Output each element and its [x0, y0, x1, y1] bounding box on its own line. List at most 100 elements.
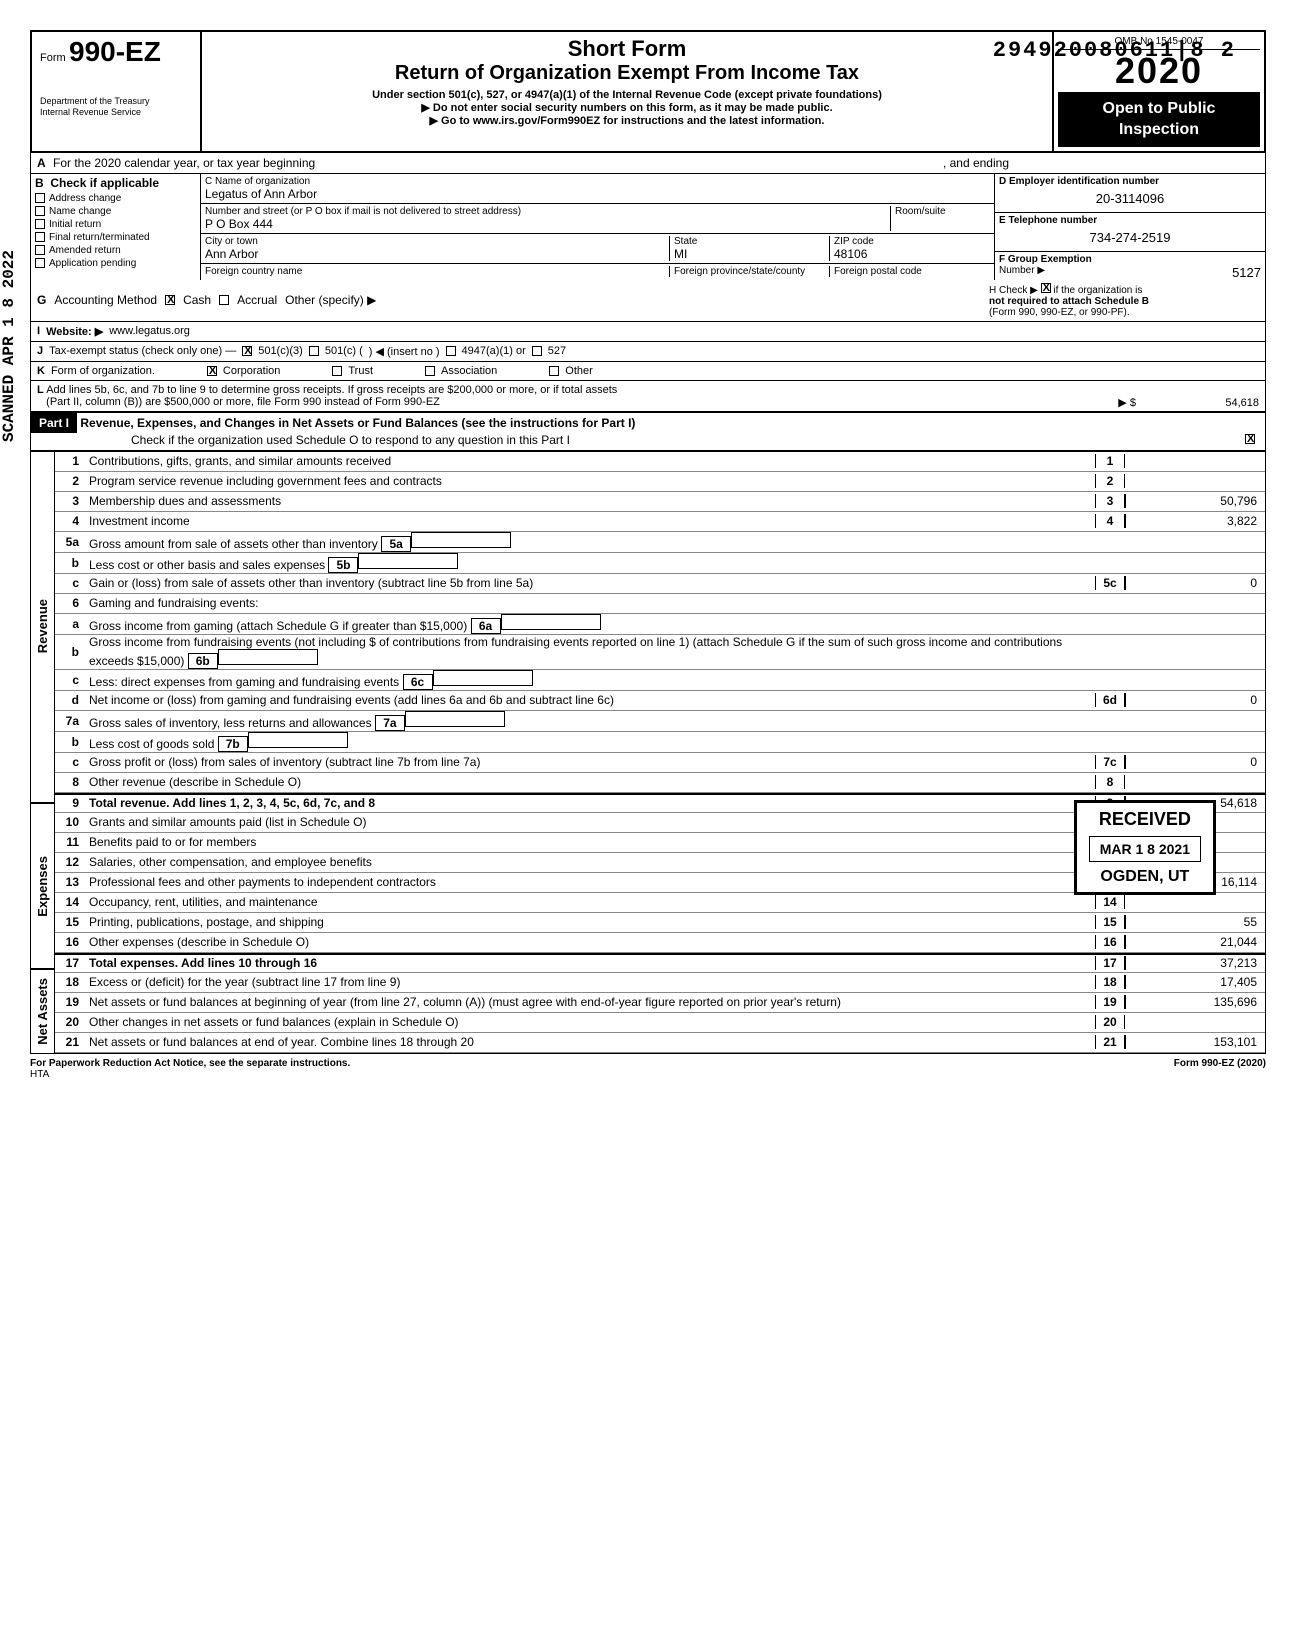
gross-receipts-value: 54,618	[1139, 397, 1259, 409]
lbl-4947: 4947(a)(1) or	[462, 345, 526, 357]
line-number: 19	[55, 995, 85, 1009]
line-number: 18	[55, 975, 85, 989]
line-value: 0	[1125, 576, 1265, 590]
line-row: 3Membership dues and assessments350,796	[55, 492, 1265, 512]
chk-accrual[interactable]	[219, 295, 229, 305]
chk-amended-return[interactable]	[35, 245, 45, 255]
foreign-postal-label: Foreign postal code	[834, 266, 922, 277]
chk-527[interactable]	[532, 346, 542, 356]
h-text4: (Form 990, 990-EZ, or 990-PF).	[989, 307, 1130, 318]
line-cell-no: 20	[1095, 1015, 1125, 1029]
chk-other-org[interactable]	[549, 366, 559, 376]
line-number: 14	[55, 895, 85, 909]
room-label: Room/suite	[895, 206, 946, 217]
chk-4947[interactable]	[446, 346, 456, 356]
line-row: 17Total expenses. Add lines 10 through 1…	[55, 953, 1265, 973]
group-exempt-value: 5127	[1232, 265, 1261, 280]
line-description: Gain or (loss) from sale of assets other…	[85, 576, 1095, 590]
chk-cash[interactable]	[165, 295, 175, 305]
sub-line-no: 7b	[218, 736, 248, 752]
sub-line-value	[411, 532, 511, 548]
line-number: 15	[55, 915, 85, 929]
line-description: Benefits paid to or for members	[85, 835, 1095, 849]
lbl-cash: Cash	[183, 293, 211, 307]
lbl-501c3: 501(c)(3)	[258, 345, 303, 357]
line-row: 14Occupancy, rent, utilities, and mainte…	[55, 893, 1265, 913]
received-text: RECEIVED	[1089, 809, 1201, 830]
line-number: c	[55, 576, 85, 590]
website-label: Website: ▶	[46, 325, 103, 338]
line-value: 37,213	[1125, 956, 1265, 970]
line-description: Less cost of goods sold 7b	[85, 732, 1095, 752]
phone-label: E Telephone number	[999, 215, 1097, 226]
tax-exempt-label: Tax-exempt status (check only one) —	[49, 345, 236, 357]
chk-initial-return[interactable]	[35, 219, 45, 229]
h-text3: not required to attach Schedule B	[989, 296, 1149, 307]
row-a-text2: , and ending	[943, 156, 1009, 170]
line-number: 5a	[55, 535, 85, 549]
chk-schedule-o[interactable]	[1245, 434, 1255, 444]
sub-line-no: 6a	[471, 618, 501, 634]
line-description: Gross income from fundraising events (no…	[85, 635, 1095, 669]
line-number: c	[55, 755, 85, 769]
line-description: Other expenses (describe in Schedule O)	[85, 935, 1095, 949]
line-number: 6	[55, 596, 85, 610]
line-number: 10	[55, 815, 85, 829]
line-row: bLess cost of goods sold 7b	[55, 732, 1265, 753]
received-location: OGDEN, UT	[1089, 868, 1201, 886]
chk-association[interactable]	[425, 366, 435, 376]
row-l-arrow: ▶ $	[1118, 397, 1136, 409]
chk-name-change[interactable]	[35, 206, 45, 216]
line-number: 20	[55, 1015, 85, 1029]
h-text2: if the organization is	[1053, 285, 1142, 296]
lbl-address-change: Address change	[49, 193, 121, 204]
chk-application-pending[interactable]	[35, 258, 45, 268]
barcode-number: 294920080611|8 2	[993, 38, 1236, 63]
line-cell-no: 18	[1095, 975, 1125, 989]
short-form-title: Short Form	[210, 36, 1044, 62]
line-cell-no: 15	[1095, 915, 1125, 929]
sub-line-no: 6c	[403, 674, 433, 690]
line-cell-no: 21	[1095, 1035, 1125, 1049]
chk-501c[interactable]	[309, 346, 319, 356]
line-value: 21,044	[1125, 935, 1265, 949]
form-number: 990-EZ	[69, 36, 161, 67]
line-row: 15Printing, publications, postage, and s…	[55, 913, 1265, 933]
line-number: a	[55, 617, 85, 631]
ein-label: D Employer identification number	[999, 176, 1159, 187]
instr-ssn: Do not enter social security numbers on …	[433, 102, 833, 114]
line-description: Investment income	[85, 514, 1095, 528]
sub-line-value	[358, 553, 458, 569]
line-description: Net assets or fund balances at beginning…	[85, 995, 1095, 1009]
line-row: 4Investment income43,822	[55, 512, 1265, 532]
line-description: Less cost or other basis and sales expen…	[85, 553, 1095, 573]
line-value: 50,796	[1125, 494, 1265, 508]
line-number: 1	[55, 454, 85, 468]
lbl-other-method: Other (specify) ▶	[285, 293, 376, 307]
section-bcd: B Check if applicable Address change Nam…	[30, 174, 1266, 280]
chk-trust[interactable]	[332, 366, 342, 376]
line-value: 3,822	[1125, 514, 1265, 528]
line-row: 21Net assets or fund balances at end of …	[55, 1033, 1265, 1053]
section-expenses: Expenses	[35, 856, 50, 917]
state-label: State	[674, 236, 697, 247]
lbl-501c: 501(c) (	[325, 345, 363, 357]
line-description: Salaries, other compensation, and employ…	[85, 855, 1095, 869]
line-value: 135,696	[1125, 995, 1265, 1009]
row-a: A For the 2020 calendar year, or tax yea…	[30, 153, 1266, 174]
line-row: cGain or (loss) from sale of assets othe…	[55, 574, 1265, 594]
chk-corporation[interactable]	[207, 366, 217, 376]
line-row: 1Contributions, gifts, grants, and simil…	[55, 452, 1265, 472]
line-number: b	[55, 556, 85, 570]
chk-501c3[interactable]	[242, 346, 252, 356]
org-name-label: C Name of organization	[205, 176, 310, 187]
line-cell-no: 1	[1095, 454, 1125, 468]
city-value: Ann Arbor	[205, 247, 258, 261]
chk-final-return[interactable]	[35, 232, 45, 242]
label-i: I	[37, 325, 40, 337]
chk-address-change[interactable]	[35, 193, 45, 203]
sub-line-value	[405, 711, 505, 727]
chk-h[interactable]	[1041, 283, 1051, 293]
line-description: Net income or (loss) from gaming and fun…	[85, 693, 1095, 707]
line-description: Total expenses. Add lines 10 through 16	[85, 956, 1095, 970]
